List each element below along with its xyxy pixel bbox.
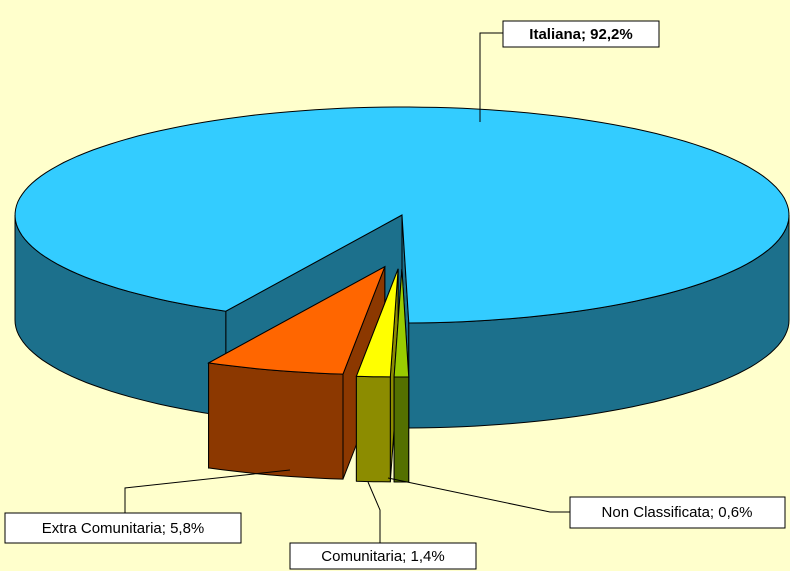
- pie: [14, 106, 790, 483]
- slice: [393, 268, 410, 378]
- label-box: [289, 542, 477, 570]
- leader-line: [124, 469, 291, 513]
- slice: [355, 268, 399, 378]
- data-label: Non Classificata; 0,6%: [602, 504, 753, 521]
- data-label: Comunitaria; 1,4%: [321, 548, 444, 565]
- labels: Italiana; 92,2% Extra Comunitaria; 5,8% …: [4, 20, 786, 570]
- leader-lines: [124, 32, 570, 543]
- slice: [207, 265, 386, 375]
- slice-side: [393, 376, 410, 483]
- slice-side: [208, 362, 344, 480]
- leader-line: [479, 32, 503, 122]
- slice: [14, 106, 790, 324]
- slice-side: [355, 375, 391, 483]
- label-box: [502, 20, 660, 48]
- label-box: [569, 496, 786, 529]
- leader-line: [387, 477, 570, 513]
- leader-line: [367, 481, 381, 543]
- data-label: Extra Comunitaria; 5,8%: [42, 520, 205, 537]
- label-box: [4, 512, 242, 544]
- data-label: Italiana; 92,2%: [529, 26, 632, 43]
